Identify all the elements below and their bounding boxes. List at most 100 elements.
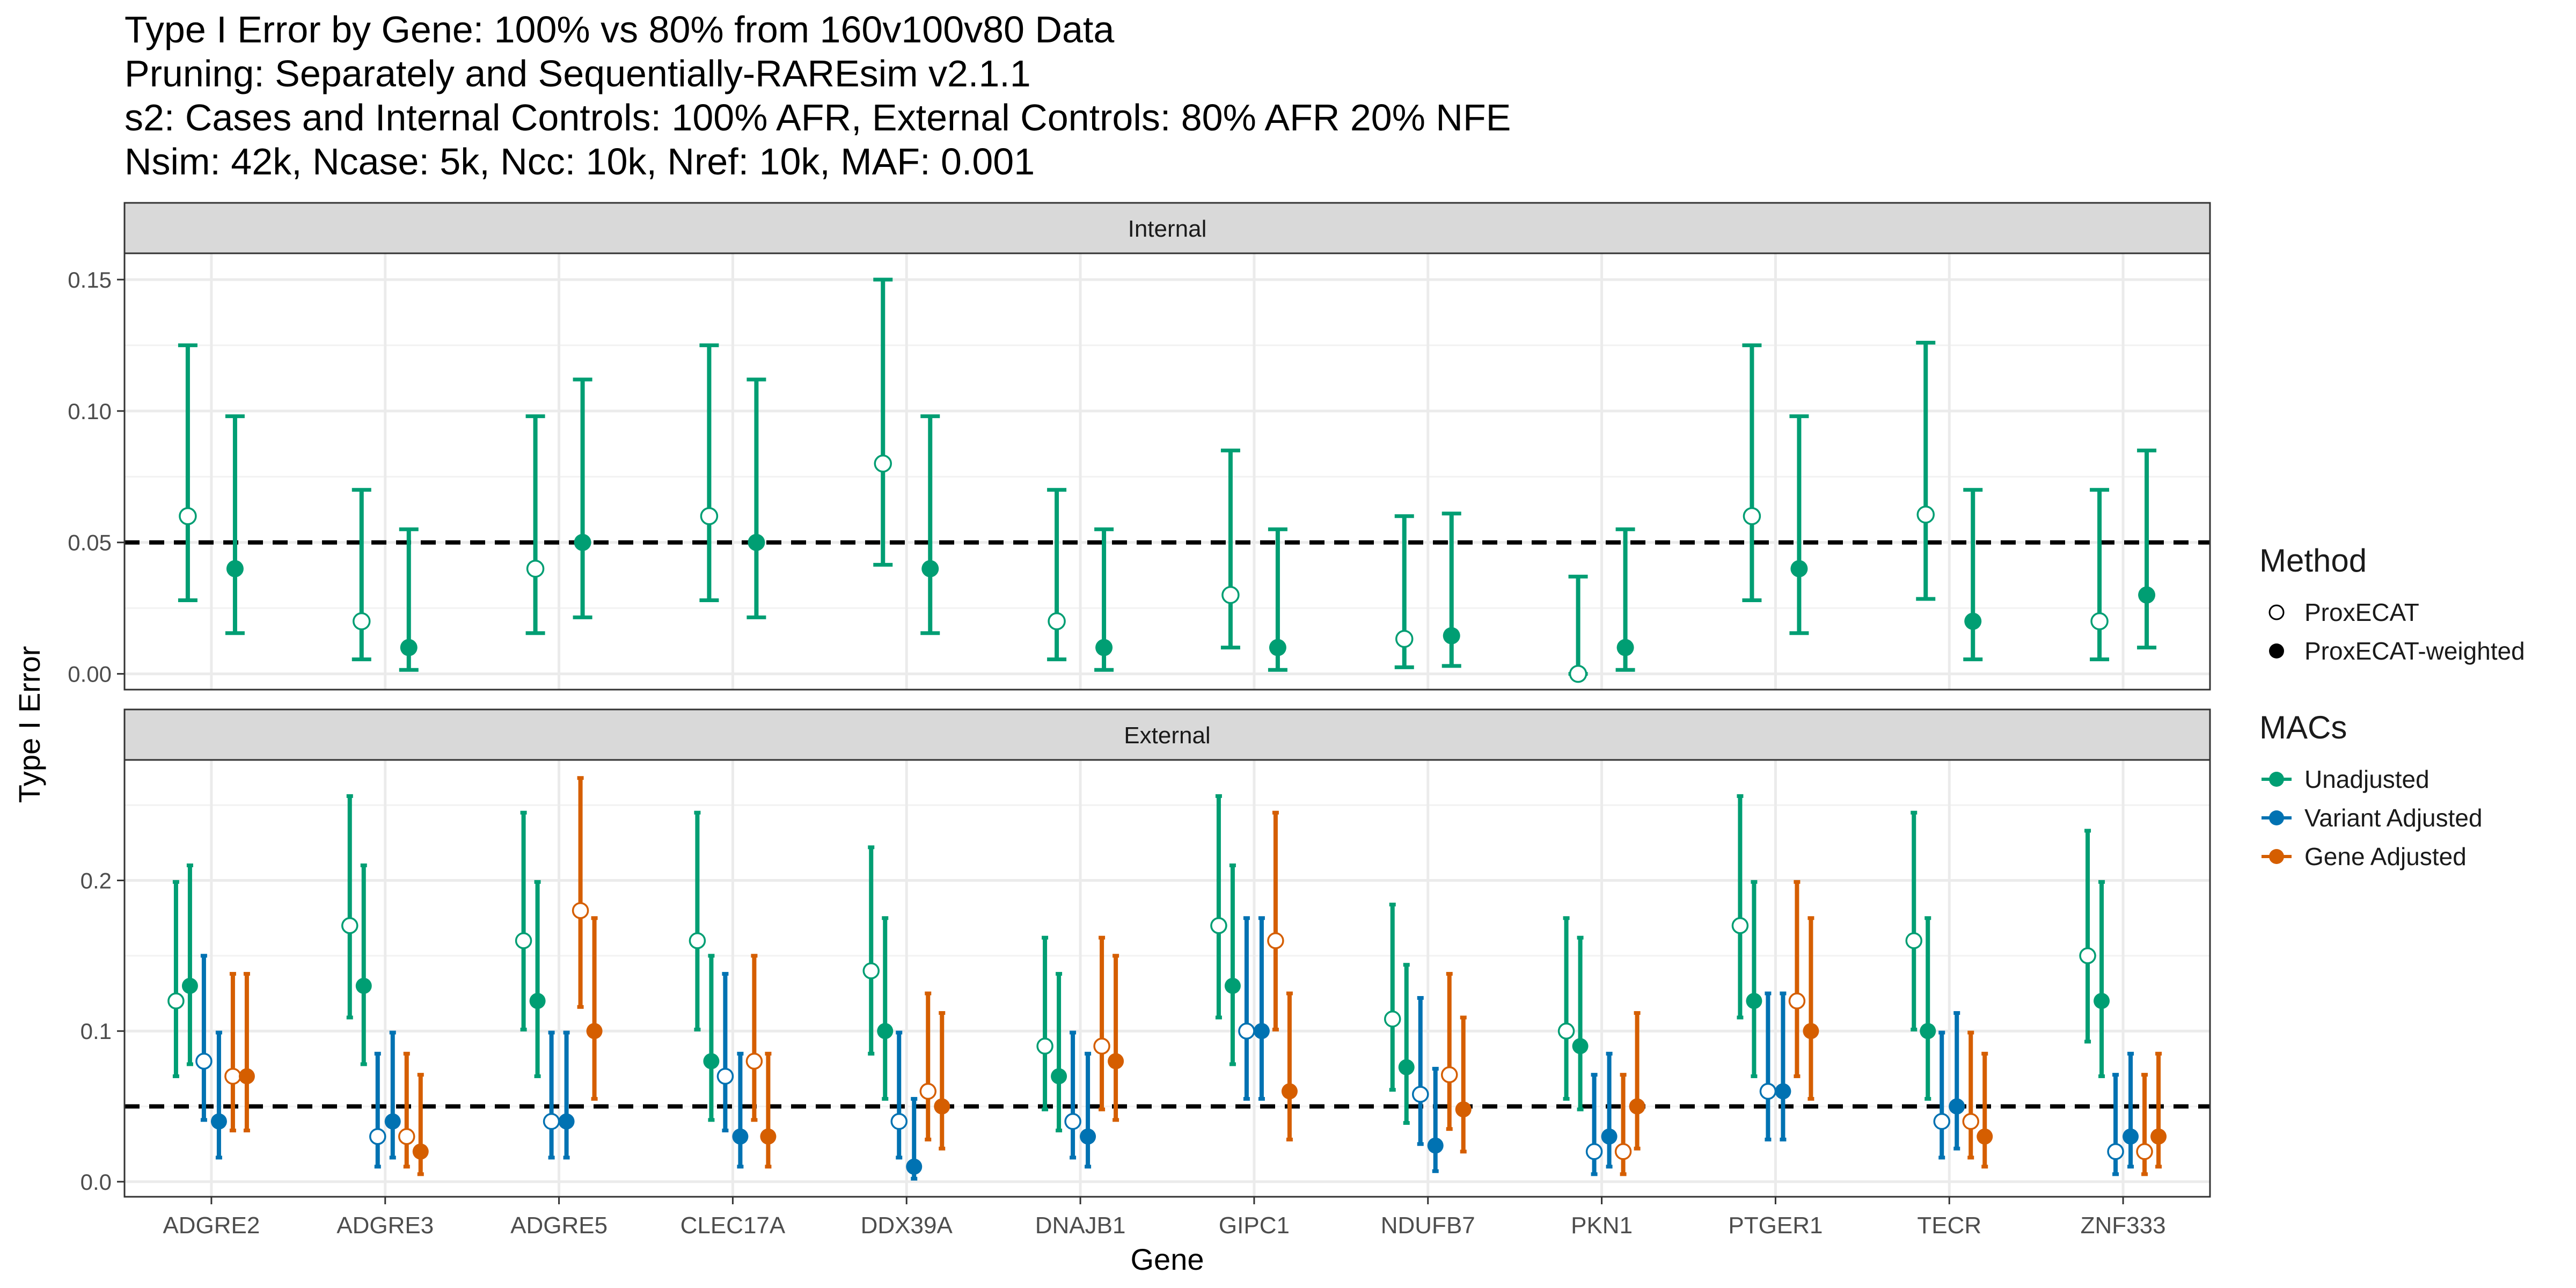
point-external-znf333 xyxy=(2107,1143,2124,1160)
point-external-adgre3 xyxy=(412,1143,429,1160)
y-tick-label: 0.10 xyxy=(68,399,112,424)
legend-item-proxecat: ProxECAT xyxy=(2259,593,2525,632)
panel-border-external xyxy=(123,759,2211,1198)
unadjusted-key-icon xyxy=(2262,772,2292,787)
point-internal-ddx39a xyxy=(921,560,939,577)
point-external-ndufb7 xyxy=(1455,1101,1472,1118)
point-external-ndufb7 xyxy=(1384,1011,1401,1028)
point-external-ddx39a xyxy=(906,1158,923,1175)
y-tick-label: 0.1 xyxy=(80,1019,112,1044)
x-tick-label: DDX39A xyxy=(861,1212,953,1239)
point-external-adgre2 xyxy=(238,1068,255,1085)
point-internal-clec17a xyxy=(700,507,719,525)
x-axis-title: Gene xyxy=(1131,1242,1204,1276)
y-tick-label: 0.05 xyxy=(68,530,112,555)
point-external-tecr xyxy=(1977,1128,1993,1145)
point-external-dnajb1 xyxy=(1051,1068,1067,1085)
point-internal-adgre3 xyxy=(400,639,418,656)
y-tick-label: 0.15 xyxy=(68,267,112,292)
x-tick-label: GIPC1 xyxy=(1219,1212,1290,1239)
x-tick-label: NDUFB7 xyxy=(1381,1212,1475,1239)
legend-item-label: Gene Adjusted xyxy=(2304,843,2467,870)
point-external-znf333 xyxy=(2136,1143,2153,1160)
panel-border-internal xyxy=(123,252,2211,691)
point-external-adgre5 xyxy=(515,932,532,949)
point-external-tecr xyxy=(1962,1113,1979,1130)
point-external-adgre3 xyxy=(384,1113,401,1130)
point-external-dnajb1 xyxy=(1093,1037,1110,1055)
point-external-gipc1 xyxy=(1281,1083,1298,1100)
point-external-ptger1 xyxy=(1803,1023,1819,1040)
x-tick-label: PTGER1 xyxy=(1728,1212,1823,1239)
x-tick-label: ADGRE5 xyxy=(510,1212,608,1239)
point-external-clec17a xyxy=(732,1128,749,1145)
point-external-znf333 xyxy=(2094,993,2110,1009)
point-external-adgre5 xyxy=(529,993,546,1009)
point-external-ddx39a xyxy=(877,1023,894,1040)
point-internal-pkn1 xyxy=(1616,639,1634,656)
point-internal-ptger1 xyxy=(1743,507,1761,525)
point-internal-adgre2 xyxy=(226,560,244,577)
x-tick-label: TECR xyxy=(1917,1212,1981,1239)
point-external-pkn1 xyxy=(1585,1143,1603,1160)
point-external-adgre2 xyxy=(167,992,185,1009)
facet-strip-label: External xyxy=(1124,722,1210,749)
x-tick-label: PKN1 xyxy=(1571,1212,1633,1239)
point-external-ptger1 xyxy=(1788,992,1806,1009)
chart-title-line-2: Pruning: Separately and Sequentially-RAR… xyxy=(125,53,1031,94)
point-external-adgre3 xyxy=(341,917,358,934)
facet-strip-internal xyxy=(123,202,2211,254)
point-external-ddx39a xyxy=(890,1113,908,1130)
point-internal-dnajb1 xyxy=(1095,639,1113,656)
point-external-ndufb7 xyxy=(1441,1066,1458,1084)
point-external-ndufb7 xyxy=(1398,1059,1415,1075)
point-internal-pkn1 xyxy=(1569,664,1587,683)
point-external-clec17a xyxy=(745,1052,763,1070)
point-external-ndufb7 xyxy=(1427,1137,1444,1154)
legend: Method ProxECAT ProxECAT-weighted MACs U… xyxy=(2259,542,2525,914)
point-external-adgre3 xyxy=(355,978,372,994)
point-internal-dnajb1 xyxy=(1048,612,1066,631)
point-external-ndufb7 xyxy=(1412,1086,1429,1103)
point-external-tecr xyxy=(1920,1023,1936,1040)
point-internal-tecr xyxy=(1916,506,1935,524)
y-axis-title: Type I Error xyxy=(12,646,46,803)
legend-item-variant-adjusted: Variant Adjusted xyxy=(2259,799,2525,837)
facet-strip-external xyxy=(123,708,2211,761)
legend-item-label: ProxECAT-weighted xyxy=(2304,637,2525,665)
legend-macs: MACs Unadjusted Variant Adjusted Gene Ad… xyxy=(2259,709,2525,876)
legend-item-label: Unadjusted xyxy=(2304,765,2429,793)
point-internal-ndufb7 xyxy=(1443,627,1460,645)
point-internal-adgre2 xyxy=(179,507,197,525)
open-circle-icon xyxy=(2268,604,2285,620)
point-external-gipc1 xyxy=(1210,917,1227,934)
point-internal-ptger1 xyxy=(1790,560,1808,577)
point-internal-tecr xyxy=(1964,612,1982,630)
point-external-adgre2 xyxy=(181,978,198,994)
point-external-gipc1 xyxy=(1253,1023,1270,1040)
point-internal-gipc1 xyxy=(1221,586,1240,604)
point-external-gipc1 xyxy=(1267,932,1284,949)
point-external-pkn1 xyxy=(1572,1038,1589,1055)
chart-title-line-3: s2: Cases and Internal Controls: 100% AF… xyxy=(125,97,1511,138)
point-external-clec17a xyxy=(760,1128,777,1145)
point-internal-znf333 xyxy=(2090,612,2109,631)
point-external-ptger1 xyxy=(1759,1082,1777,1100)
legend-item-unadjusted: Unadjusted xyxy=(2259,760,2525,799)
point-external-adgre2 xyxy=(224,1067,241,1085)
point-external-clec17a xyxy=(703,1053,720,1070)
legend-item-gene-adjusted: Gene Adjusted xyxy=(2259,837,2525,876)
point-external-pkn1 xyxy=(1629,1098,1645,1115)
point-external-adgre5 xyxy=(586,1023,603,1040)
point-external-ptger1 xyxy=(1746,993,1762,1009)
point-external-znf333 xyxy=(2079,947,2096,964)
x-tick-label: DNAJB1 xyxy=(1035,1212,1126,1239)
legend-item-label: ProxECAT xyxy=(2304,598,2419,626)
point-external-ddx39a xyxy=(919,1082,936,1100)
point-internal-clec17a xyxy=(748,533,765,551)
point-external-adgre5 xyxy=(572,902,589,919)
point-external-znf333 xyxy=(2150,1128,2167,1145)
point-external-adgre5 xyxy=(558,1113,575,1130)
legend-item-label: Variant Adjusted xyxy=(2304,804,2483,832)
point-internal-ddx39a xyxy=(874,455,892,473)
